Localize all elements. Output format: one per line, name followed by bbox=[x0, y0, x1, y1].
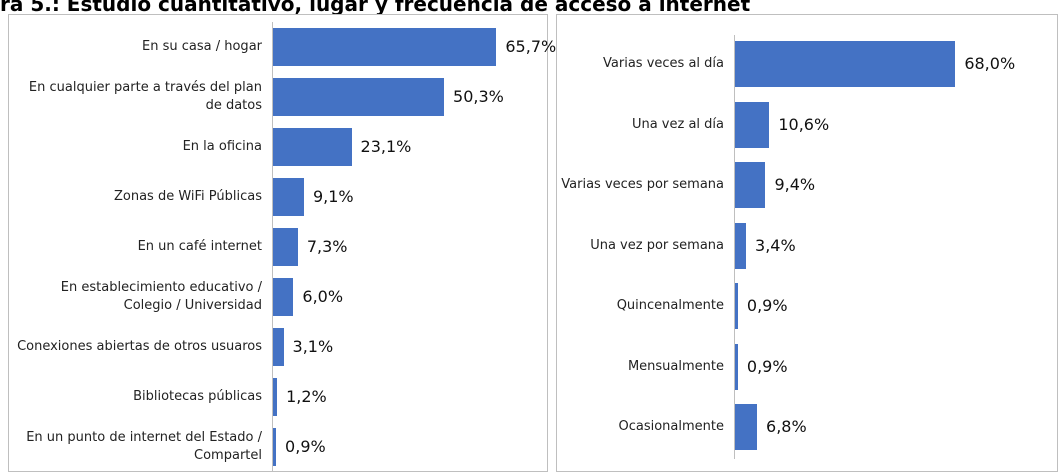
category-label: Una vez por semana bbox=[590, 237, 724, 253]
bar bbox=[273, 278, 294, 316]
bar bbox=[273, 328, 284, 366]
category-label: En la oficina bbox=[182, 139, 262, 154]
bar bbox=[273, 178, 304, 216]
category-label: Zonas de WiFi Públicas bbox=[113, 189, 262, 204]
axis-line bbox=[272, 22, 273, 472]
data-label: 0,9% bbox=[746, 356, 788, 376]
category-label: Varias veces al día bbox=[603, 56, 724, 71]
category-label: En establecimiento educativo / Colegio /… bbox=[60, 280, 262, 313]
data-label: 50,3% bbox=[453, 87, 504, 106]
category-label: Conexiones abiertas de otros usuaros bbox=[17, 339, 262, 354]
category-label: En un punto de internet del Estado / Com… bbox=[26, 430, 262, 463]
data-label: 68,0% bbox=[964, 54, 1016, 73]
data-label: 9,1% bbox=[312, 187, 354, 206]
page-title: ra 5.: Estudio cuantitativo, lugar y fre… bbox=[0, 0, 751, 16]
data-label: 0,9% bbox=[285, 437, 326, 456]
bar bbox=[273, 28, 497, 66]
category-label: En cualquier parte a través del plan de … bbox=[28, 80, 262, 113]
category-label: Varias veces por semana bbox=[561, 177, 724, 192]
axis-line bbox=[734, 35, 735, 459]
data-label: 6,0% bbox=[302, 287, 344, 306]
data-label: 65,7% bbox=[505, 37, 557, 56]
bar bbox=[273, 378, 278, 416]
data-label: 3,1% bbox=[292, 337, 334, 356]
bar bbox=[273, 128, 352, 166]
data-label: 7,3% bbox=[306, 237, 348, 256]
category-label: Bibliotecas públicas bbox=[133, 389, 262, 404]
bar bbox=[735, 162, 766, 208]
bar bbox=[273, 428, 277, 466]
bar bbox=[273, 78, 445, 116]
bar bbox=[735, 41, 956, 87]
chart-panel: Varias veces al día 68,0% Una vez al día 10… bbox=[556, 14, 1058, 472]
category-label: En un café internet bbox=[137, 239, 262, 254]
bar bbox=[735, 283, 738, 329]
data-label: 0,9% bbox=[746, 296, 788, 315]
bar bbox=[273, 228, 298, 266]
data-label: 10,6% bbox=[778, 114, 830, 134]
category-label: Una vez al día bbox=[631, 116, 724, 132]
bar bbox=[735, 343, 738, 390]
bar bbox=[735, 404, 758, 450]
data-label: 1,2% bbox=[286, 387, 327, 406]
bar bbox=[735, 222, 747, 269]
data-label: 6,8% bbox=[766, 417, 807, 436]
bar bbox=[735, 101, 770, 148]
data-label: 3,4% bbox=[755, 235, 796, 255]
category-label: En su casa / hogar bbox=[142, 39, 262, 54]
data-label: 9,4% bbox=[774, 175, 816, 194]
category-label: Ocasionalmente bbox=[618, 419, 725, 434]
category-label: Quincenalmente bbox=[616, 298, 724, 313]
data-label: 23,1% bbox=[360, 137, 412, 156]
category-label: Mensualmente bbox=[627, 358, 724, 374]
chart-panel: En su casa / hogar 65,7% En cualquier part… bbox=[8, 14, 556, 472]
